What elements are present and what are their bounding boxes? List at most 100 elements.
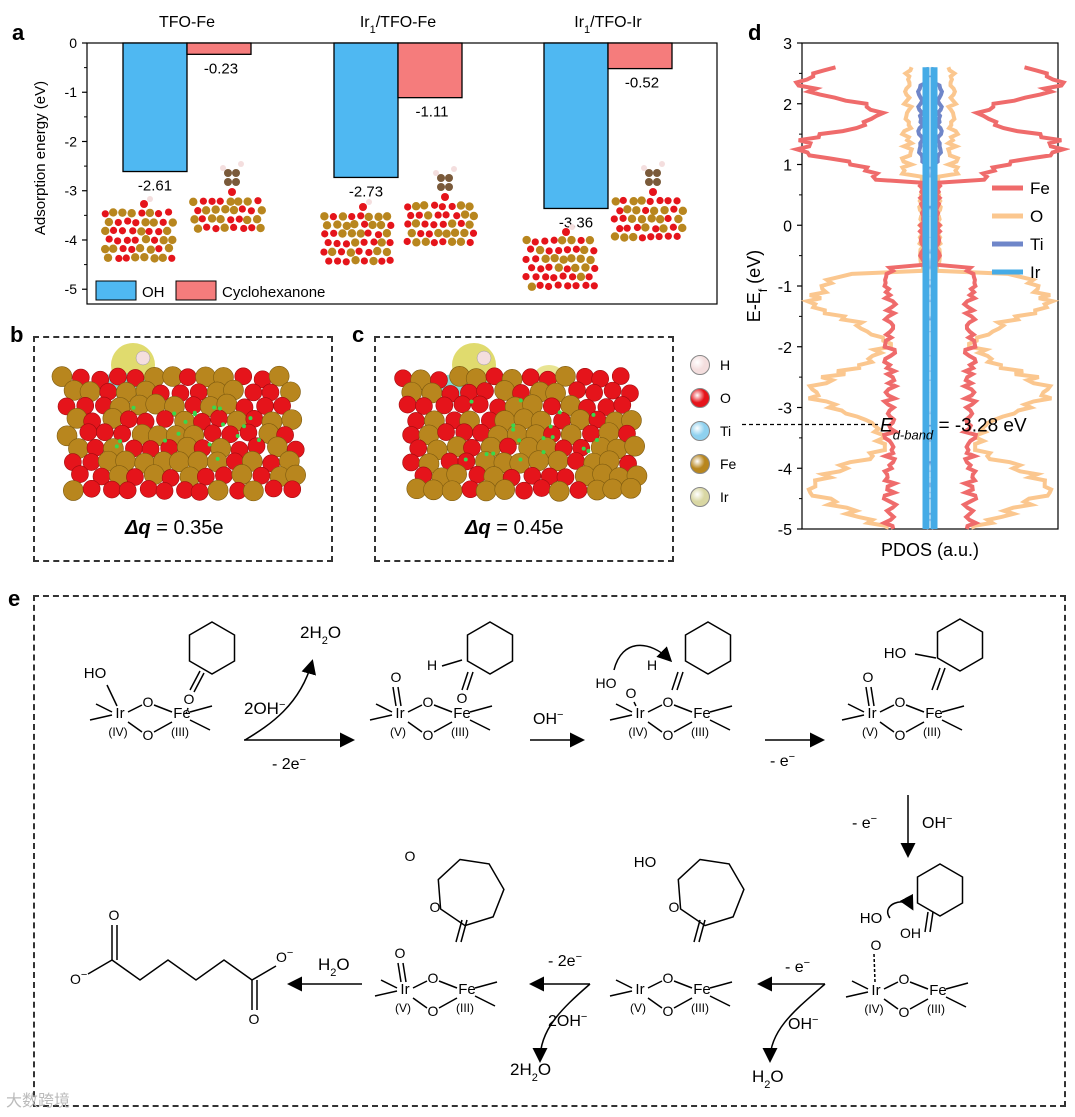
bond [909, 998, 929, 1010]
fe-label: Fe [693, 981, 711, 998]
bond [392, 686, 397, 707]
bond [153, 721, 173, 733]
ring-o: O [430, 899, 441, 915]
electron-loss-e: - e− [852, 813, 877, 832]
atom-legend-item-fe: Fe [690, 454, 736, 474]
bridge-o: O [663, 727, 674, 743]
chart-a-ytick-label: -2 [65, 133, 78, 149]
bridge-o: O [663, 970, 674, 986]
bond [879, 704, 895, 713]
legend-swatch-cyclohexanone [175, 280, 217, 301]
bond [709, 981, 733, 989]
bond [941, 719, 963, 731]
electron-loss-2e: - 2e− [272, 754, 306, 773]
bond [441, 659, 463, 667]
bond [673, 721, 693, 733]
peroxo-ho: HO [596, 675, 617, 691]
bond [412, 997, 428, 1009]
oxidation-state: (V) [630, 1001, 646, 1015]
bar-value-label: -1.11 [415, 104, 448, 121]
bond [433, 704, 453, 713]
bond [905, 721, 925, 733]
slab-structure-c [394, 343, 648, 502]
bond [438, 980, 458, 989]
oxo-o: O [863, 669, 874, 685]
pdos-curve-o [800, 66, 927, 530]
carbonyl-bond [455, 919, 463, 943]
atom-legend-item-o: O [690, 388, 731, 408]
carboxylate-o-minus: O− [70, 969, 87, 987]
panel-label-d: d [748, 20, 762, 45]
ir-label: Ir [115, 705, 124, 722]
bond [873, 953, 876, 983]
oxidation-state: (IV) [108, 725, 127, 739]
bar-cyclohexanone-1 [397, 42, 463, 99]
bond [870, 686, 875, 707]
atom-legend-item-h: H [690, 355, 730, 375]
reagent-2oh: 2OH− [548, 1011, 587, 1030]
hydroxyl-label: HO [84, 665, 107, 682]
charge-value-b: = 0.35e [150, 517, 224, 539]
atom-legend-item-ir: Ir [690, 487, 729, 507]
bond [615, 979, 633, 989]
ring-o: O [669, 899, 680, 915]
product-2h2o: 2H2O [510, 1060, 551, 1084]
bar-value-label: -0.23 [204, 60, 238, 77]
oxidation-state: (III) [171, 725, 189, 739]
slab-thumbnail [100, 196, 177, 263]
bond [469, 719, 491, 731]
pdos-curve-fe [789, 65, 927, 530]
bond [905, 704, 925, 713]
bar-cyclohexanone-2 [607, 42, 673, 70]
atom-h-icon [690, 355, 710, 375]
chart-d-legend: Fe O Ti Ir [992, 179, 1050, 282]
chart-a-legend: OH Cyclohexanone [95, 280, 325, 301]
bridge-o: O [428, 1003, 439, 1019]
legend-label-o: O [1030, 207, 1043, 226]
slab-thumbnail [610, 161, 688, 242]
bond [647, 721, 663, 733]
bond [914, 653, 937, 659]
bond [127, 704, 143, 713]
bridge-o: O [663, 1003, 674, 1019]
bond [673, 997, 693, 1009]
charge-transfer-b: Δq = 0.35e [125, 517, 224, 540]
atom-legend-label: Ti [720, 423, 732, 439]
carbonyl-bond [466, 671, 474, 691]
h-label: H [427, 657, 437, 673]
reagent-oh: OH− [788, 1014, 818, 1033]
carbonyl-bond [929, 911, 934, 933]
bond [609, 714, 633, 721]
bond [841, 714, 865, 721]
carbonyl-bond [460, 919, 468, 943]
ir-label: Ir [871, 982, 880, 999]
oxidation-state: (III) [923, 725, 941, 739]
oxidation-state: (V) [395, 1001, 411, 1015]
oxidation-state: (IV) [628, 725, 647, 739]
bar-oh-0 [122, 42, 188, 173]
category-label-0: TFO-Fe [159, 14, 215, 31]
cyclohexanone-ring [466, 621, 514, 675]
chart-d-frame [801, 42, 1059, 530]
legend-label-oh: OH [142, 284, 165, 301]
charge-density-box-c [374, 336, 674, 562]
fe-label: Fe [925, 705, 943, 722]
curved-arrow-transfer [613, 644, 673, 671]
bond [251, 965, 277, 981]
legend-label-ir: Ir [1030, 263, 1041, 282]
bridge-o: O [663, 694, 674, 710]
d-band-label: Ed-band = -3.28 eV [880, 416, 1027, 443]
atom-ir-icon [690, 487, 710, 507]
ir-label: Ir [635, 705, 644, 722]
panel-label-c: c [352, 322, 365, 347]
carboxylate-o: O [249, 1011, 260, 1027]
carbonyl-bond [693, 919, 701, 943]
oxo-o: O [395, 945, 406, 961]
bridge-o: O [423, 694, 434, 710]
bond [185, 707, 189, 715]
reagent-oh: OH− [922, 813, 952, 832]
pdos-curve-o [933, 66, 1060, 530]
chart-d-ytick-label: -2 [778, 340, 792, 357]
atom-fe-icon [690, 454, 710, 474]
bond [647, 997, 663, 1009]
